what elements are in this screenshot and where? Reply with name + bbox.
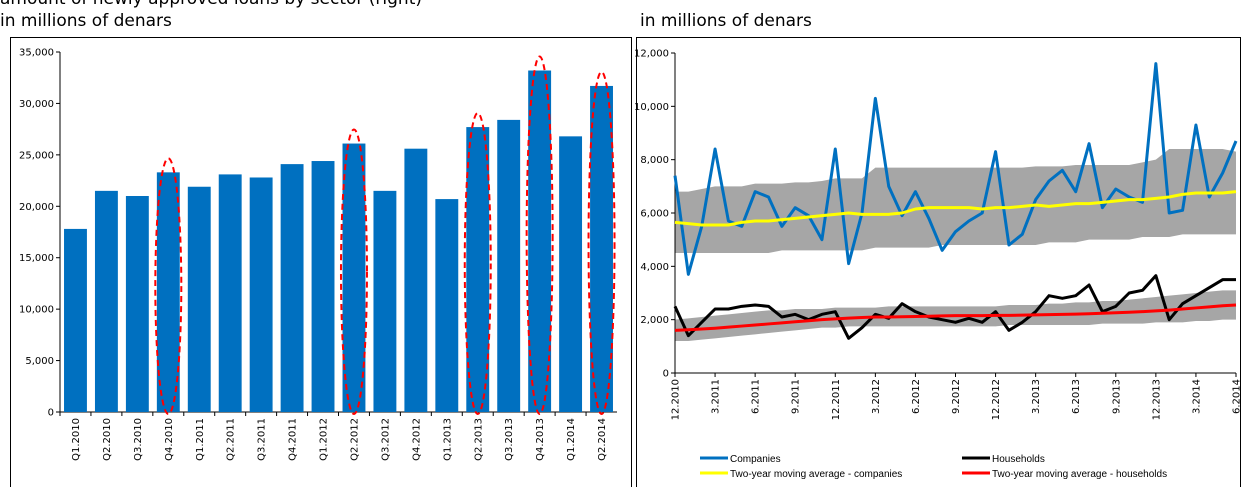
- series-line: [673, 274, 1236, 340]
- bar: [218, 174, 242, 412]
- bar: [249, 177, 273, 412]
- x-tick-label: 9.2011: [791, 379, 802, 414]
- y-tick-label: 12,000: [634, 49, 669, 60]
- bar: [342, 143, 366, 413]
- legend-label: Two-year moving average - companies: [730, 469, 902, 480]
- x-tick-label: Q3.2012: [380, 418, 391, 461]
- right-frame: [636, 37, 1241, 490]
- bar: [404, 148, 428, 412]
- y-tick-label: 15,000: [19, 253, 54, 264]
- highlight-ellipse: [339, 128, 368, 415]
- x-tick-label: Q1.2010: [71, 418, 82, 461]
- range-band: [675, 149, 1236, 253]
- x-tick-label: 12.2010: [671, 379, 682, 420]
- y-tick-label: 5,000: [25, 356, 54, 367]
- x-tick-label: Q4.2011: [288, 418, 299, 461]
- bar: [466, 127, 490, 412]
- x-tick-label: 6.2012: [911, 379, 922, 414]
- x-tick-label: Q2.2014: [597, 418, 608, 461]
- bar: [373, 190, 397, 412]
- bar: [559, 136, 583, 413]
- bar: [497, 119, 521, 412]
- bar: [64, 228, 87, 412]
- highlight-ellipse: [463, 112, 492, 415]
- bar: [311, 161, 335, 412]
- x-tick-label: Q1.2014: [566, 418, 577, 461]
- y-tick-label: 30,000: [19, 99, 54, 110]
- x-tick-label: Q2.2013: [473, 418, 484, 461]
- x-tick-label: 3.2011: [711, 379, 722, 414]
- y-tick-label: 10,000: [634, 102, 669, 113]
- y-tick-label: 0: [48, 408, 54, 419]
- x-tick-label: 12.2012: [991, 379, 1002, 420]
- series-line: [674, 303, 1237, 332]
- y-tick-label: 6,000: [640, 209, 669, 220]
- bar: [528, 70, 552, 412]
- x-tick-label: 6.2013: [1071, 379, 1082, 414]
- y-tick-label: 2,000: [640, 315, 669, 326]
- x-tick-label: Q1.2011: [195, 418, 206, 461]
- series-line: [674, 190, 1237, 227]
- y-tick-label: 25,000: [19, 150, 54, 161]
- x-tick-label: Q2.2012: [349, 418, 360, 461]
- x-tick-label: 12.2013: [1151, 379, 1162, 420]
- bar: [590, 85, 613, 412]
- highlight-ellipse: [525, 55, 554, 415]
- bar: [187, 186, 211, 412]
- series-line: [673, 62, 1238, 276]
- y-tick-label: 35,000: [19, 48, 54, 59]
- highlight-ellipse: [154, 157, 183, 415]
- x-tick-label: Q2.2010: [102, 418, 113, 461]
- x-tick-label: Q3.2010: [133, 418, 144, 461]
- x-tick-label: Q3.2013: [504, 418, 515, 461]
- x-tick-label: Q2.2011: [226, 418, 237, 461]
- x-tick-label: 9.2013: [1111, 379, 1122, 414]
- bar: [94, 190, 118, 412]
- bar: [156, 172, 180, 412]
- x-tick-label: 3.2014: [1191, 379, 1202, 414]
- x-tick-label: Q1.2013: [442, 418, 453, 461]
- y-tick-label: 10,000: [19, 305, 54, 316]
- header-text: amount of newly approved loans by sector…: [0, 0, 422, 9]
- left-unit-label: in millions of denars: [0, 11, 172, 31]
- right-unit-label: in millions of denars: [640, 11, 812, 31]
- y-tick-label: 0: [663, 369, 669, 380]
- x-tick-label: Q4.2012: [411, 418, 422, 461]
- x-tick-label: Q3.2011: [257, 418, 268, 461]
- x-tick-label: 3.2013: [1031, 379, 1042, 414]
- x-tick-label: 3.2012: [871, 379, 882, 414]
- bar: [435, 199, 459, 412]
- x-tick-label: 6.2011: [751, 379, 762, 414]
- y-tick-label: 4,000: [640, 262, 669, 273]
- x-tick-label: Q4.2013: [535, 418, 546, 461]
- bar: [280, 164, 304, 412]
- x-tick-label: 12.2011: [831, 379, 842, 420]
- legend-label: Two-year moving average - households: [992, 469, 1167, 480]
- x-tick-label: Q1.2012: [319, 418, 330, 461]
- highlight-ellipse: [587, 70, 616, 415]
- y-tick-label: 20,000: [19, 202, 54, 213]
- x-tick-label: 9.2012: [951, 379, 962, 414]
- legend-label: Households: [992, 454, 1045, 465]
- bar: [125, 196, 149, 412]
- x-tick-label: Q4.2010: [164, 418, 175, 461]
- x-tick-label: 6.2014: [1232, 379, 1243, 414]
- legend-label: Companies: [730, 454, 781, 465]
- y-tick-label: 8,000: [640, 155, 669, 166]
